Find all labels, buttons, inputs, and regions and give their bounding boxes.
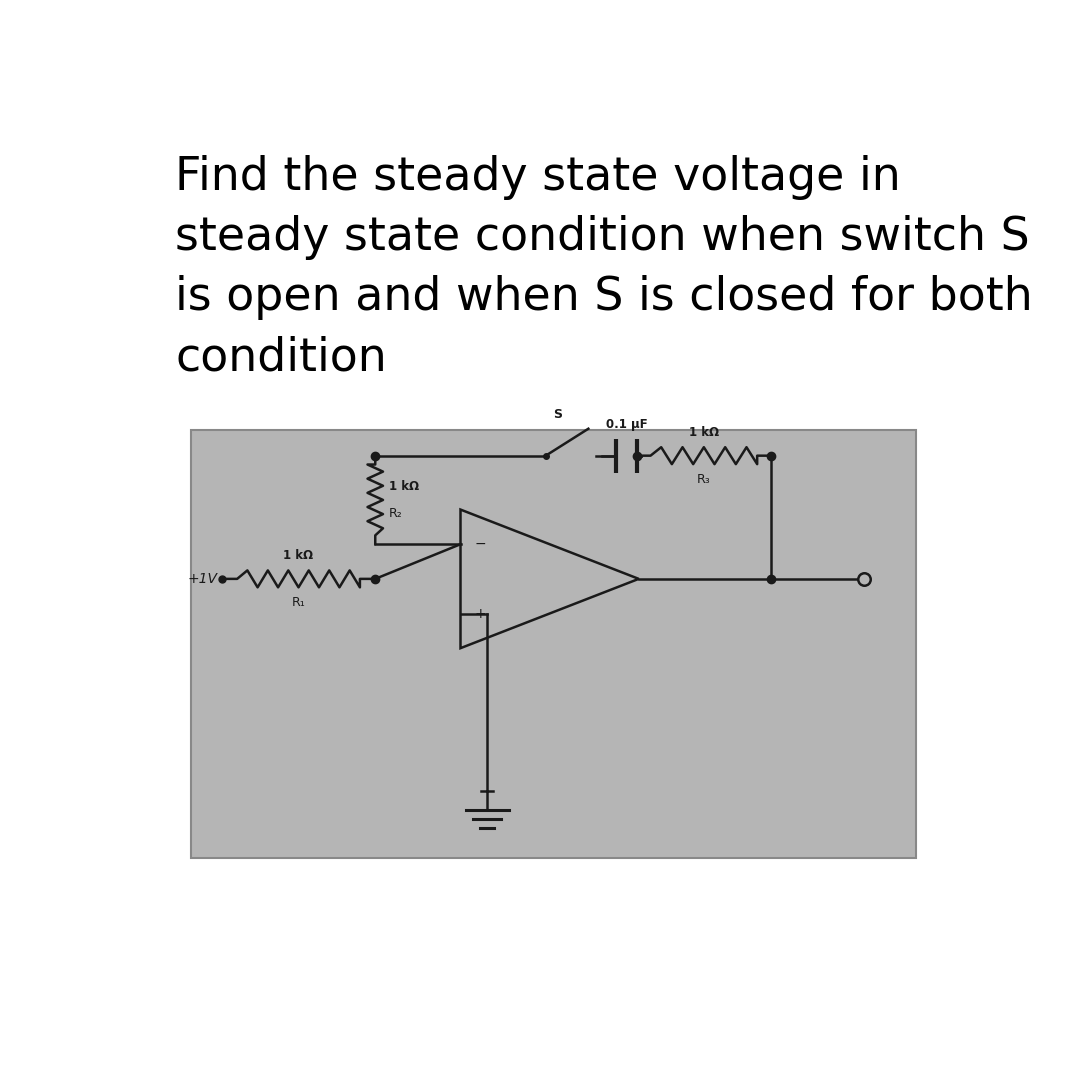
Text: S: S [553,408,562,421]
Text: is open and when S is closed for both: is open and when S is closed for both [175,275,1034,321]
Text: R₃: R₃ [697,472,711,485]
Text: +1V: +1V [188,572,218,586]
Text: condition: condition [175,336,387,380]
Text: 1 kΩ: 1 kΩ [283,549,313,562]
Text: R₂: R₂ [389,507,403,520]
Text: 1 kΩ: 1 kΩ [689,426,719,439]
Text: 0.1 μF: 0.1 μF [606,418,647,431]
Text: −: − [474,537,486,551]
Text: Find the steady state voltage in: Find the steady state voltage in [175,155,901,200]
Bar [191,430,916,858]
Text: +: + [474,606,486,621]
Text: R₁: R₁ [292,596,306,609]
Text: 1 kΩ: 1 kΩ [389,480,419,493]
Text: steady state condition when switch S: steady state condition when switch S [175,216,1030,260]
